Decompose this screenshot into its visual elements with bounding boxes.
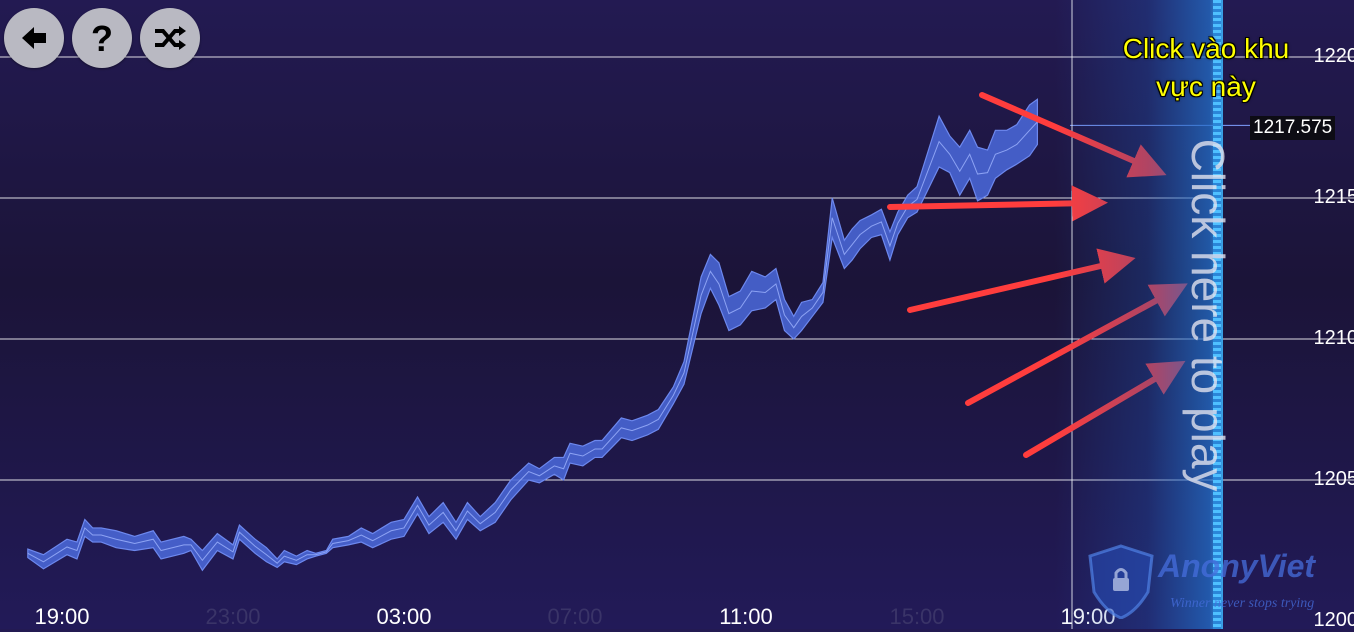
arrow-left-icon bbox=[19, 23, 49, 53]
x-tick-label: 11:00 bbox=[719, 604, 772, 630]
x-tick-label: 19:00 bbox=[34, 604, 89, 630]
back-button[interactable] bbox=[4, 8, 64, 68]
x-tick-label: 15:00 bbox=[889, 604, 944, 630]
x-tick-label: 23:00 bbox=[205, 604, 260, 630]
question-icon: ? bbox=[87, 20, 117, 56]
play-zone-label: Click here to play bbox=[1181, 139, 1235, 492]
shuffle-button[interactable] bbox=[140, 8, 200, 68]
callout-line-2: vực này bbox=[1098, 68, 1314, 106]
watermark-name: AnonyViet bbox=[1158, 548, 1315, 585]
price-series bbox=[28, 99, 1038, 570]
y-tick-label: 1215 bbox=[1314, 186, 1354, 209]
watermark-shield-icon bbox=[1086, 544, 1156, 619]
callout-line-1: Click vào khu bbox=[1098, 30, 1314, 68]
watermark-tagline: Winner never stops trying bbox=[1170, 596, 1314, 612]
toolbar: ? bbox=[4, 8, 200, 68]
y-tick-label: 1210 bbox=[1314, 327, 1354, 350]
svg-text:?: ? bbox=[91, 20, 113, 56]
series-midline bbox=[28, 122, 1038, 563]
instruction-callout: Click vào khu vực này bbox=[1098, 30, 1314, 106]
series-band bbox=[28, 99, 1038, 570]
help-button[interactable]: ? bbox=[72, 8, 132, 68]
current-price-tag: 1217.575 bbox=[1250, 116, 1335, 140]
y-tick-label: 1220 bbox=[1314, 45, 1354, 68]
shuffle-icon bbox=[153, 23, 187, 53]
x-tick-label: 03:00 bbox=[376, 604, 431, 630]
y-tick-label: 1205 bbox=[1314, 468, 1354, 491]
x-tick-label: 07:00 bbox=[547, 604, 602, 630]
